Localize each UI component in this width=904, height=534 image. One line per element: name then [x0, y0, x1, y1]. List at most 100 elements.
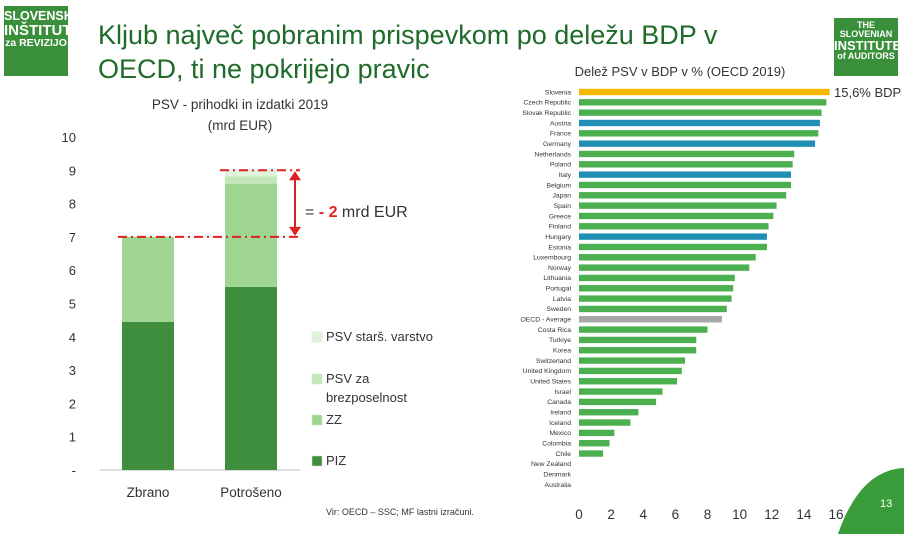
country-label: Japan [552, 193, 571, 200]
logo-line: INŠTITUT [4, 21, 72, 39]
corner-decoration [838, 468, 904, 534]
stacked-bar-segment [225, 286, 277, 470]
country-bar [579, 326, 708, 333]
country-label: Turkiye [549, 337, 571, 344]
logo-line: of AUDITORS [837, 51, 895, 61]
country-bar [579, 440, 610, 447]
country-bar [579, 243, 767, 251]
country-label: Chile [556, 451, 572, 458]
country-bar [579, 295, 732, 302]
slide-title-line1: Kljub največ pobranim prispevkom po dele… [98, 20, 718, 50]
right-chart-title: Delež PSV v BDP v % (OECD 2019) [574, 64, 786, 79]
left-chart-subtitle: (mrd EUR) [207, 118, 273, 133]
country-label: OECD - Average [521, 317, 572, 324]
legend-label: PSV za [326, 371, 370, 386]
slovenia-value-label: 15,6% BDP [834, 85, 901, 100]
legend-label: PSV starš. varstvo [326, 329, 433, 344]
x-category-label: Zbrano [127, 485, 170, 500]
source-note: Vir: OECD – SSC; MF lastni izračuni. [326, 507, 474, 517]
country-bar [579, 202, 777, 209]
country-bar [579, 409, 639, 416]
y-tick-label: 8 [69, 197, 76, 212]
y-tick-label: 5 [69, 297, 76, 312]
country-bar [579, 140, 816, 147]
legend-label: brezposelnost [326, 390, 407, 405]
country-label: United States [530, 379, 571, 386]
country-label: Belgium [546, 182, 571, 189]
country-label: Finland [549, 224, 572, 231]
country-label: Estonia [548, 244, 571, 251]
country-label: Mexico [549, 430, 571, 437]
country-bar [579, 150, 795, 158]
y-tick-label: 1 [69, 430, 76, 445]
y-tick-label: 4 [69, 330, 76, 345]
country-label: Iceland [549, 420, 571, 427]
country-label: Sweden [546, 306, 571, 313]
country-label: Latvia [553, 296, 571, 303]
x-tick-label: 14 [796, 507, 812, 522]
country-bar [579, 109, 822, 116]
logo-line: INSTITUTE [834, 38, 902, 53]
country-bar [579, 388, 663, 395]
country-bar [579, 119, 820, 127]
x-tick-label: 0 [575, 507, 583, 522]
sri-logo: SLOVENSKI INŠTITUT za REVIZIJO [4, 6, 76, 76]
country-label: Australia [545, 482, 572, 489]
country-bar [579, 212, 774, 220]
country-label: Canada [547, 399, 571, 406]
country-bar [579, 378, 677, 385]
legend-label: PIZ [326, 453, 346, 468]
country-bar [579, 88, 830, 96]
y-tick-label: 7 [69, 230, 76, 245]
y-tick-label: 2 [69, 396, 76, 411]
x-tick-label: 12 [764, 507, 779, 522]
country-label: Greece [549, 213, 572, 220]
slide-title-line2: OECD, ti ne pokrijejo pravic [98, 54, 430, 84]
stacked-bar-segment [122, 236, 174, 322]
country-bar [579, 285, 734, 292]
country-label: Colombia [542, 441, 571, 448]
country-label: Germany [543, 141, 572, 148]
country-label: United Kingdom [523, 368, 572, 375]
left-chart-title: PSV - prihodki in izdatki 2019 (mrd EUR) [120, 94, 360, 136]
annotation-label: = - 2 mrd EUR [305, 204, 408, 221]
y-tick-label: 10 [62, 130, 76, 145]
country-label: Portugal [546, 286, 572, 293]
country-label: Luxembourg [533, 255, 571, 262]
legend-swatch [311, 331, 323, 343]
country-bar [579, 316, 722, 323]
x-tick-label: 4 [639, 507, 647, 522]
y-tick-label: - [72, 463, 76, 478]
country-label: Spain [554, 203, 572, 210]
country-label: Austria [550, 120, 571, 127]
x-tick-label: 10 [732, 507, 747, 522]
country-label: Switzerland [536, 358, 571, 365]
country-label: Ireland [550, 410, 571, 417]
y-tick-label: 9 [69, 163, 76, 178]
country-label: Lithuania [543, 275, 571, 282]
country-label: Slovenia [545, 89, 571, 96]
legend-label: ZZ [326, 412, 342, 427]
stacked-bar-segment [122, 321, 174, 470]
annotation-arrow-head-up [289, 171, 301, 181]
logo-line: THE SLOVENIAN [839, 20, 893, 39]
country-bar [579, 450, 604, 457]
logo-line: za REVIZIJO [5, 36, 67, 49]
slide-title: Kljub največ pobranim prispevkom po dele… [98, 18, 738, 86]
y-tick-label: 6 [69, 263, 76, 278]
country-label: Norway [548, 265, 572, 272]
country-bar [579, 419, 631, 426]
country-label: Italy [559, 172, 572, 179]
stacked-bar-segment [225, 170, 277, 177]
country-label: Denmark [543, 472, 571, 479]
country-bar [579, 171, 792, 178]
country-label: Netherlands [534, 151, 571, 158]
x-tick-label: 16 [828, 507, 843, 522]
country-bar [579, 336, 697, 344]
country-label: Korea [553, 348, 571, 355]
x-tick-label: 8 [704, 507, 712, 522]
country-label: Slovak Republic [522, 110, 571, 117]
country-label: Poland [550, 162, 571, 169]
left-chart-title-text: PSV - prihodki in izdatki 2019 [151, 97, 329, 112]
